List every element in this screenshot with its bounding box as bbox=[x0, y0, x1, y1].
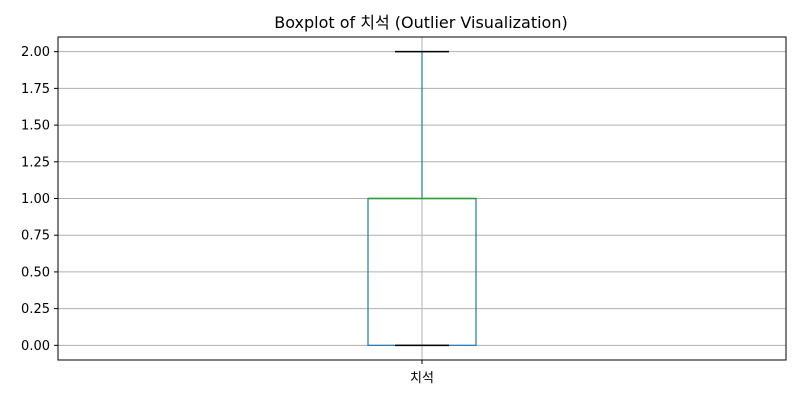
y-tick-label: 0.75 bbox=[21, 229, 50, 244]
y-tick-label: 2.00 bbox=[21, 45, 50, 60]
y-tick-label: 1.00 bbox=[21, 192, 50, 207]
y-tick-label: 0.25 bbox=[21, 302, 50, 317]
x-tick-label: 치석 bbox=[410, 371, 434, 386]
plot-area-frame bbox=[57, 36, 787, 361]
x-axis-ticks: 치석 bbox=[410, 360, 434, 386]
boxes bbox=[367, 50, 477, 347]
y-tick-label: 0.50 bbox=[21, 265, 50, 280]
y-tick-label: 1.75 bbox=[21, 82, 50, 97]
y-tick-label: 1.50 bbox=[21, 119, 50, 134]
y-axis-ticks: 0.00 0.25 0.50 0.75 1.00 1.25 1.50 1.75 2.00 bbox=[21, 45, 58, 354]
y-tick-label: 0.00 bbox=[21, 339, 50, 354]
chart-title: Boxplot of 치석 (Outlier Visualization) bbox=[274, 13, 567, 32]
y-tick-label: 1.25 bbox=[21, 155, 50, 170]
